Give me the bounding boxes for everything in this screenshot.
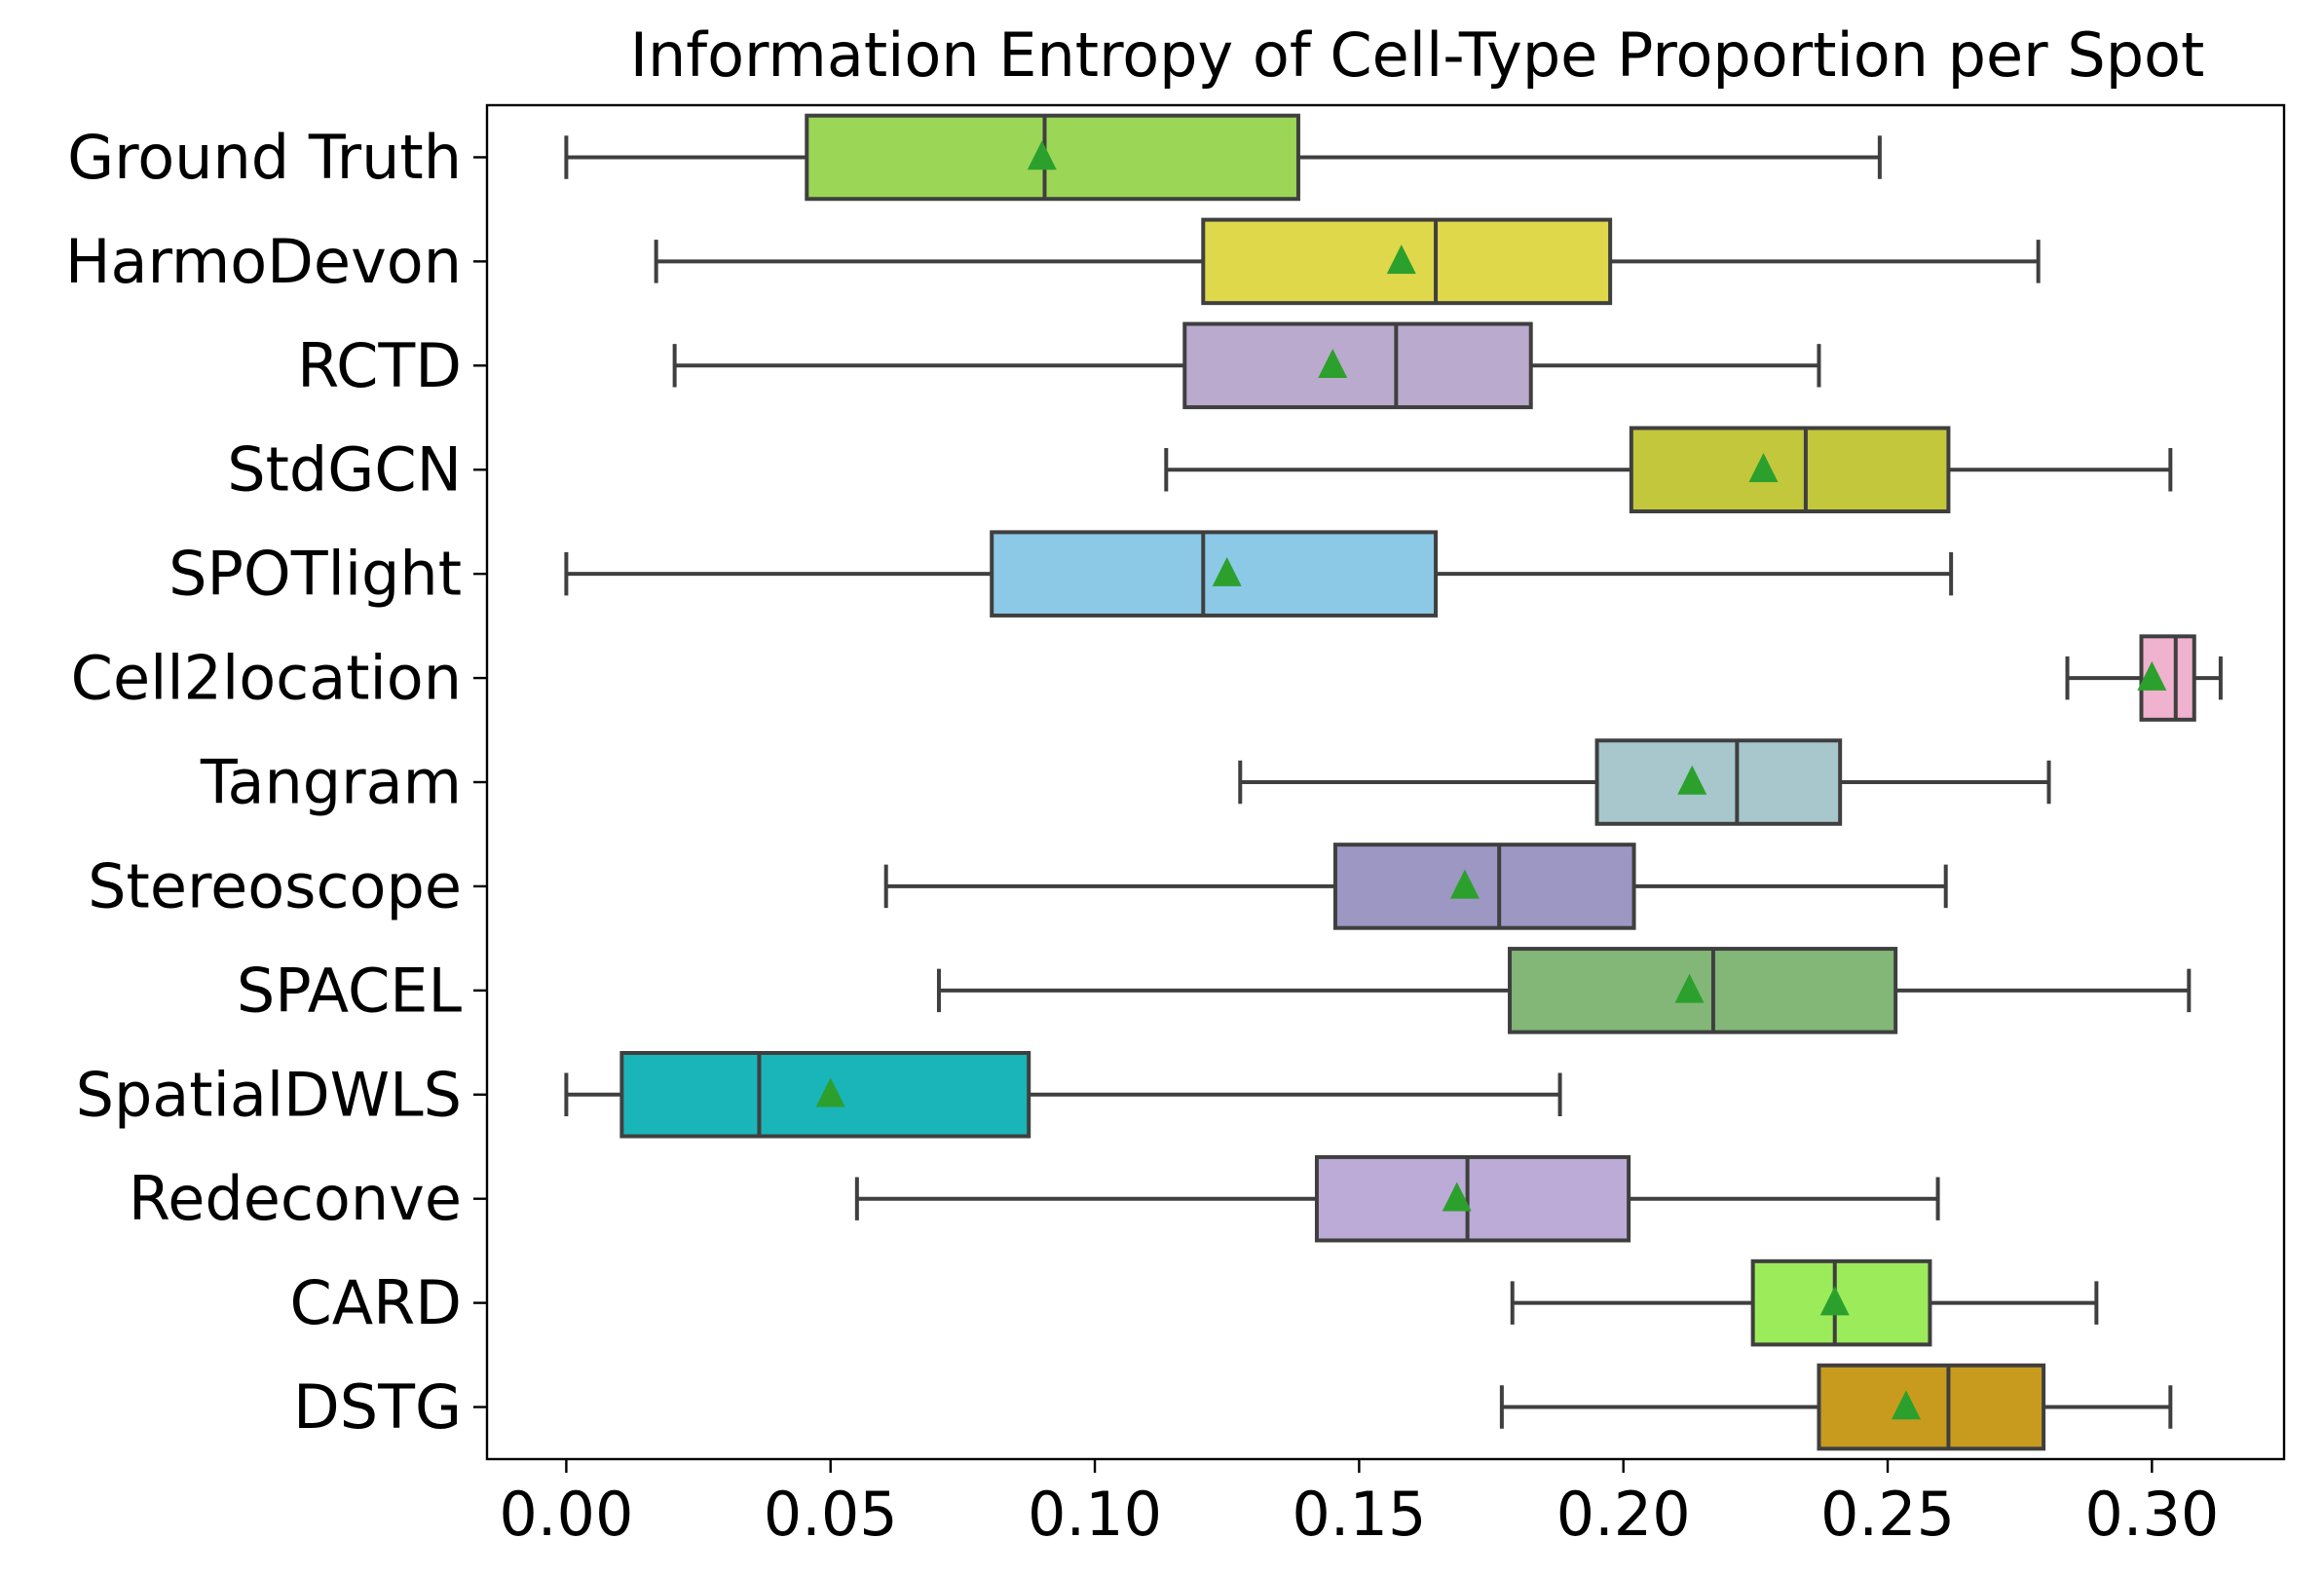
box-harmodevon bbox=[654, 217, 2041, 306]
x-tick-label: 0.20 bbox=[1556, 1479, 1691, 1550]
box-spatialdwls bbox=[564, 1051, 1562, 1139]
mean-marker bbox=[1442, 1182, 1472, 1212]
plot-area bbox=[564, 113, 2223, 1451]
x-tick-label: 0.30 bbox=[2084, 1479, 2219, 1550]
mean-marker bbox=[2137, 660, 2167, 691]
chart-title: Information Entropy of Cell-Type Proport… bbox=[630, 19, 2205, 91]
y-tick-label: CARD bbox=[289, 1267, 462, 1338]
box-spotlight bbox=[564, 530, 1954, 618]
y-tick-label: Cell2location bbox=[71, 643, 462, 714]
y-tick-label: Tangram bbox=[200, 747, 462, 818]
x-tick-label: 0.05 bbox=[764, 1479, 898, 1550]
iqr-box bbox=[1182, 321, 1533, 410]
mean-marker bbox=[815, 1077, 845, 1107]
x-tick-label: 0.10 bbox=[1028, 1479, 1162, 1550]
y-tick-label: SpatialDWLS bbox=[76, 1059, 462, 1130]
iqr-box bbox=[1508, 947, 1898, 1034]
y-tick-label: Redeconve bbox=[129, 1163, 462, 1234]
iqr-box bbox=[1314, 1154, 1631, 1243]
y-tick-label: RCTD bbox=[297, 330, 462, 401]
box-redeconve bbox=[854, 1154, 1940, 1243]
mean-marker bbox=[1748, 452, 1779, 482]
x-tick-label: 0.25 bbox=[1820, 1479, 1955, 1550]
box-ground-truth bbox=[564, 113, 1882, 202]
iqr-box bbox=[1594, 738, 1843, 826]
box-rctd bbox=[672, 321, 1821, 410]
x-tick-label: 0.00 bbox=[499, 1479, 633, 1550]
box-stereoscope bbox=[883, 843, 1948, 930]
box-tangram bbox=[1238, 738, 2051, 826]
mean-marker bbox=[1449, 869, 1480, 899]
y-tick-label: Ground Truth bbox=[67, 122, 462, 193]
box-stdgcn bbox=[1164, 426, 2173, 514]
y-tick-label: SPACEL bbox=[237, 955, 463, 1026]
iqr-box bbox=[1629, 426, 1951, 514]
box-dstg bbox=[1499, 1363, 2173, 1451]
box-spacel bbox=[936, 947, 2192, 1034]
x-tick-label: 0.15 bbox=[1292, 1479, 1426, 1550]
y-tick-label: StdGCN bbox=[227, 434, 462, 506]
mean-marker bbox=[1819, 1286, 1850, 1316]
y-axis: Ground Truth HarmoDevon RCTD StdGCN SPOTligh… bbox=[65, 122, 487, 1443]
iqr-box bbox=[990, 530, 1439, 618]
mean-marker bbox=[1027, 140, 1057, 170]
mean-marker bbox=[1318, 349, 1348, 379]
box-cell2location bbox=[2065, 634, 2223, 722]
y-tick-label: DSTG bbox=[293, 1371, 462, 1443]
y-tick-label: Stereoscope bbox=[88, 850, 462, 921]
box-card bbox=[1510, 1258, 2099, 1347]
x-axis: 0.00 0.05 0.10 0.15 0.20 0.25 0.30 bbox=[499, 1459, 2219, 1550]
iqr-box bbox=[805, 113, 1300, 202]
y-tick-label: SPOTlight bbox=[169, 539, 462, 610]
mean-marker bbox=[1212, 556, 1242, 586]
mean-marker bbox=[1674, 973, 1705, 1003]
mean-marker bbox=[1677, 765, 1707, 795]
iqr-box bbox=[1817, 1363, 2046, 1451]
y-tick-label: HarmoDevon bbox=[65, 226, 462, 297]
mean-marker bbox=[1892, 1390, 1922, 1420]
iqr-box bbox=[1332, 843, 1636, 930]
mean-marker bbox=[1386, 244, 1416, 275]
